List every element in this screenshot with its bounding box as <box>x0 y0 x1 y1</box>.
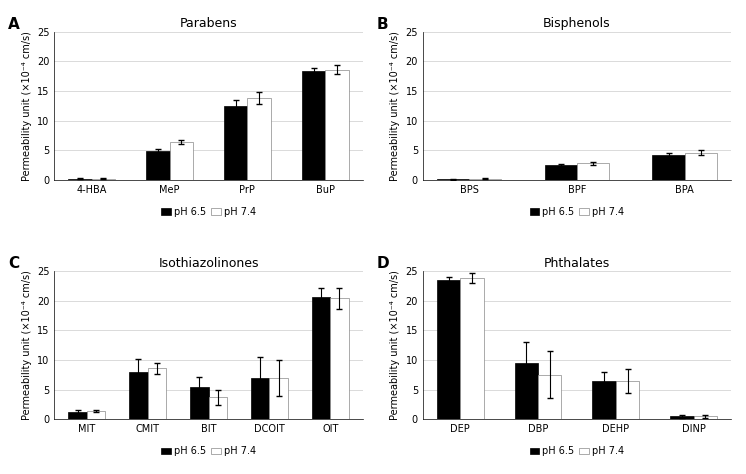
Text: D: D <box>377 256 389 271</box>
Bar <box>469 179 501 180</box>
Title: Isothiazolinones: Isothiazolinones <box>158 257 259 270</box>
Bar <box>616 381 639 419</box>
Text: C: C <box>8 256 19 271</box>
Legend: pH 6.5, pH 7.4: pH 6.5, pH 7.4 <box>530 207 624 217</box>
Bar <box>437 179 469 180</box>
Bar <box>671 416 694 419</box>
Text: A: A <box>8 17 20 32</box>
Bar <box>545 165 577 180</box>
Text: B: B <box>377 17 388 32</box>
Y-axis label: Permeability unit (×10⁻⁴ cm/s): Permeability unit (×10⁻⁴ cm/s) <box>22 270 31 420</box>
Bar <box>694 416 717 419</box>
Bar <box>325 70 348 180</box>
Bar <box>148 368 166 419</box>
Bar <box>330 298 348 419</box>
Y-axis label: Permeability unit (×10⁻⁴ cm/s): Permeability unit (×10⁻⁴ cm/s) <box>22 31 31 181</box>
Legend: pH 6.5, pH 7.4: pH 6.5, pH 7.4 <box>161 447 256 456</box>
Bar <box>437 280 460 419</box>
Bar <box>269 378 288 419</box>
Y-axis label: Permeability unit (×10⁻⁴ cm/s): Permeability unit (×10⁻⁴ cm/s) <box>390 270 400 420</box>
Bar <box>515 363 538 419</box>
Bar <box>224 106 248 180</box>
Bar <box>251 378 269 419</box>
Bar <box>685 153 717 180</box>
Bar <box>69 412 87 419</box>
Bar <box>69 179 92 180</box>
Bar <box>538 375 561 419</box>
Bar <box>87 411 105 419</box>
Bar <box>129 372 148 419</box>
Title: Phthalates: Phthalates <box>544 257 610 270</box>
Bar <box>652 155 685 180</box>
Bar <box>190 387 208 419</box>
Bar <box>248 98 271 180</box>
Bar <box>146 151 169 180</box>
Legend: pH 6.5, pH 7.4: pH 6.5, pH 7.4 <box>530 447 624 456</box>
Bar <box>577 163 609 180</box>
Bar <box>302 71 325 180</box>
Bar <box>208 397 227 419</box>
Title: Parabens: Parabens <box>180 18 237 30</box>
Legend: pH 6.5, pH 7.4: pH 6.5, pH 7.4 <box>161 207 256 217</box>
Bar <box>592 381 616 419</box>
Bar <box>169 142 193 180</box>
Y-axis label: Permeability unit (×10⁻⁴ cm/s): Permeability unit (×10⁻⁴ cm/s) <box>390 31 400 181</box>
Title: Bisphenols: Bisphenols <box>543 18 611 30</box>
Bar <box>460 278 483 419</box>
Bar <box>92 179 115 180</box>
Bar <box>312 297 330 419</box>
